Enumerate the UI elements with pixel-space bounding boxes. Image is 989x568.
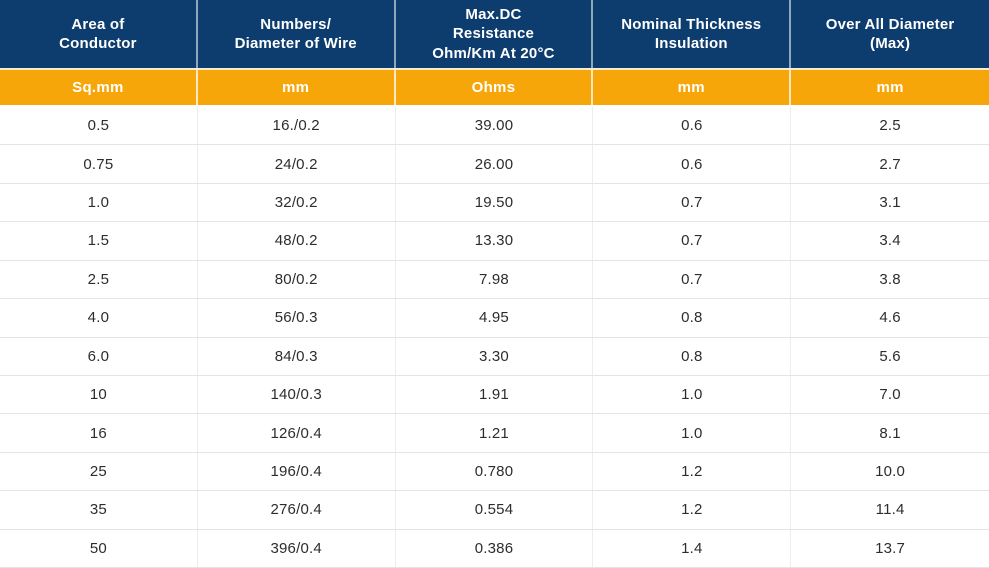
table-cell: 4.0 [0,299,198,337]
unit-cell: mm [198,70,396,105]
unit-cell: Sq.mm [0,70,198,105]
table-cell: 140/0.3 [198,375,396,414]
table-cell: 8.1 [879,424,901,442]
table-cell: 3.30 [396,337,594,375]
table-cell: 4.6 [879,309,901,327]
table-cell: 2.7 [879,155,901,173]
table-cell: 3.8 [879,270,901,288]
table-row: 1.0 32/0.2 19.50 0.7 3.1 [0,183,989,223]
table-body: 0.5 16./0.2 39.00 0.6 2.5 0.75 24/0.2 26.00 0.6 2… [0,105,989,568]
table-row: 2.5 80/0.2 7.98 0.7 3.8 [0,260,989,300]
table-cell: 16 [0,414,198,452]
table-cell: 1.5 [0,222,198,260]
table-cell: 0.7 [593,222,792,260]
header-cell: Over All Diameter (Max) [825,15,955,52]
table-cell: 3.1 [879,194,901,212]
table-row: 35 276/0.4 0.554 1.2 11.4 [0,491,989,530]
table-cell: 1.0 [593,375,792,414]
table-cell: 0.554 [396,491,594,529]
table-cell: 50 [0,529,198,568]
table-cell: 48/0.2 [198,222,396,260]
table-cell: 0.5 [0,107,198,145]
unit-cell: mm [593,70,792,105]
table-cell: 24/0.2 [198,145,396,183]
unit-cell: Ohms [396,70,594,105]
header-cell: Nominal Thickness Insulation [593,0,792,68]
table-row: 6.0 84/0.3 3.30 0.8 5.6 [0,337,989,376]
table-cell: 32/0.2 [198,183,396,222]
table-cell: 126/0.4 [198,414,396,452]
table-cell: 3.4 [879,232,901,250]
table-cell: 276/0.4 [198,491,396,529]
table-cell: 16./0.2 [198,107,396,145]
table-row: 50 396/0.4 0.386 1.4 13.7 [0,529,989,568]
table-cell: 39.00 [396,107,594,145]
table-cell: 0.6 [593,107,792,145]
table-cell: 19.50 [396,183,594,222]
table-cell: 13.7 [875,539,906,557]
table-row: 1.5 48/0.2 13.30 0.7 3.4 [0,222,989,261]
table-cell: 2.5 [0,260,198,299]
table-cell: 196/0.4 [198,452,396,491]
table-row: 10 140/0.3 1.91 1.0 7.0 [0,375,989,415]
table-header-row: Area of Conductor Numbers/ Diameter of Wi… [0,0,989,68]
table-cell: 7.98 [396,260,594,299]
table-cell: 1.0 [0,183,198,222]
table-cell: 7.0 [879,386,901,404]
table-units-row: Sq.mm mm Ohms mm mm [0,68,989,105]
table-row: 25 196/0.4 0.780 1.2 10.0 [0,452,989,492]
table-cell: 0.780 [396,452,594,491]
header-cell: Numbers/ Diameter of Wire [198,0,396,68]
table-row: 16 126/0.4 1.21 1.0 8.1 [0,414,989,453]
table-cell: 1.2 [593,452,792,491]
table-cell: 0.75 [0,145,198,183]
table-cell: 26.00 [396,145,594,183]
table-cell: 0.8 [593,337,792,375]
table-cell: 0.7 [593,183,792,222]
table-cell: 25 [0,452,198,491]
table-cell: 5.6 [879,347,901,365]
table-cell: 4.95 [396,299,594,337]
table-cell: 80/0.2 [198,260,396,299]
table-cell: 2.5 [879,117,901,135]
table-cell: 0.386 [396,529,594,568]
table-cell: 396/0.4 [198,529,396,568]
table-row: 4.0 56/0.3 4.95 0.8 4.6 [0,299,989,338]
unit-cell: mm [876,79,904,96]
table-cell: 13.30 [396,222,594,260]
table-cell: 11.4 [875,501,905,519]
table-cell: 0.6 [593,145,792,183]
header-cell: Max.DC Resistance Ohm/Km At 20°C [396,0,594,68]
table-cell: 1.4 [593,529,792,568]
table-cell: 1.91 [396,375,594,414]
table-cell: 10 [0,375,198,414]
table-cell: 84/0.3 [198,337,396,375]
table-cell: 1.21 [396,414,594,452]
table-cell: 0.8 [593,299,792,337]
table-row: 0.5 16./0.2 39.00 0.6 2.5 [0,107,989,146]
table-cell: 56/0.3 [198,299,396,337]
table-cell: 1.0 [593,414,792,452]
table-row: 0.75 24/0.2 26.00 0.6 2.7 [0,145,989,184]
table-cell: 0.7 [593,260,792,299]
table-cell: 1.2 [593,491,792,529]
table-cell: 10.0 [875,463,906,480]
header-cell: Area of Conductor [0,0,198,68]
table-cell: 35 [0,491,198,529]
table-cell: 6.0 [0,337,198,375]
